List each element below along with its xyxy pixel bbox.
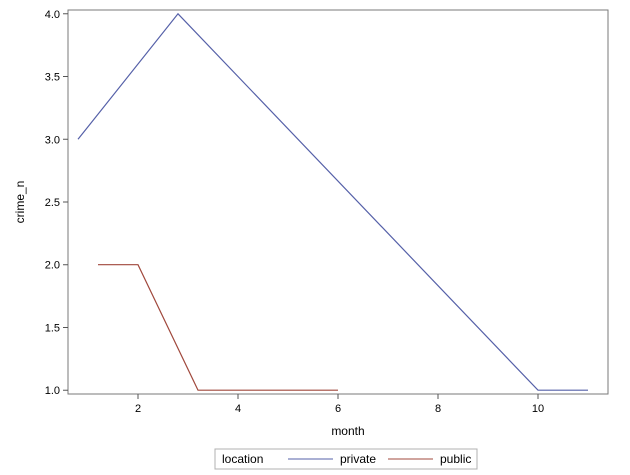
x-axis-label: month <box>331 424 364 438</box>
y-axis: 1.0 1.5 2.0 2.5 3.0 3.5 4.0 <box>45 9 68 397</box>
legend-frame <box>214 448 478 470</box>
legend-label-private: private <box>340 452 376 466</box>
x-tick-label: 10 <box>532 403 544 415</box>
x-tick-label: 8 <box>435 403 441 415</box>
y-tick-label: 2.5 <box>45 197 60 209</box>
x-tick-label: 4 <box>235 403 241 415</box>
plot-area <box>67 9 609 395</box>
y-tick-label: 4.0 <box>45 9 60 21</box>
x-axis: 2 4 6 8 10 <box>135 394 544 415</box>
y-tick-label: 1.0 <box>45 385 60 397</box>
legend-label-public: public <box>440 452 471 466</box>
legend: location private public <box>214 448 478 470</box>
y-tick-label: 3.0 <box>45 134 60 146</box>
y-tick-label: 1.5 <box>45 322 60 334</box>
series-line-private <box>77 12 588 391</box>
y-tick-label: 3.5 <box>45 72 60 84</box>
y-tick-label: 2.0 <box>45 260 60 272</box>
x-tick-label: 2 <box>135 403 141 415</box>
x-tick-label: 6 <box>335 403 341 415</box>
legend-title: location <box>222 452 263 466</box>
y-axis-label: crime_n <box>13 181 27 224</box>
series-layer <box>77 12 588 391</box>
series-line-public <box>98 264 338 391</box>
